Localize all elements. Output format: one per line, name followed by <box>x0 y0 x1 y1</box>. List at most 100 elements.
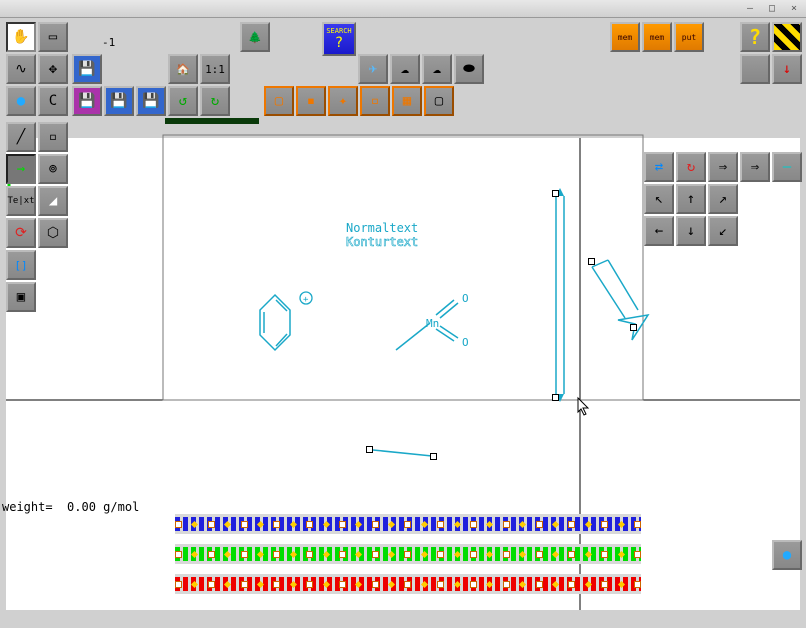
disk-open-icon[interactable]: 💾 <box>72 54 102 84</box>
sphere-preview-icon[interactable]: ● <box>772 540 802 570</box>
slider-handle[interactable] <box>273 581 280 588</box>
fill1-icon[interactable]: ▢ <box>264 86 294 116</box>
rotate3d-tool-icon[interactable]: ⟳ <box>6 218 36 248</box>
mem2-button[interactable]: mem <box>642 22 672 52</box>
slider-handle[interactable] <box>601 581 608 588</box>
mem1-button[interactable]: mem <box>610 22 640 52</box>
slider-handle[interactable] <box>372 581 379 588</box>
slider-handle[interactable] <box>437 551 444 558</box>
slider-handle[interactable] <box>437 581 444 588</box>
move-tool-icon[interactable]: ✥ <box>38 54 68 84</box>
slider-handle[interactable] <box>208 521 215 528</box>
ratio-icon[interactable]: 1:1 <box>200 54 230 84</box>
slider-handle[interactable] <box>536 581 543 588</box>
slider-handle[interactable] <box>273 551 280 558</box>
arrow-ul-icon[interactable]: ↖ <box>644 184 674 214</box>
home-icon[interactable]: 🏠 <box>168 54 198 84</box>
arrow-r2-icon[interactable]: ⇒ <box>740 152 770 182</box>
arrow-d-icon[interactable]: ↓ <box>676 216 706 246</box>
arrow-ur-icon[interactable]: ↗ <box>708 184 738 214</box>
slider-handle[interactable] <box>601 521 608 528</box>
slider-handle[interactable] <box>470 521 477 528</box>
red-handle-row[interactable] <box>175 581 641 589</box>
slider-handle[interactable] <box>601 551 608 558</box>
pill-icon[interactable]: ⬬ <box>454 54 484 84</box>
cloud1-icon[interactable]: ☁ <box>390 54 420 84</box>
rotate-ccw-icon[interactable]: ↺ <box>168 86 198 116</box>
slider-handle[interactable] <box>306 581 313 588</box>
slider-handle[interactable] <box>503 551 510 558</box>
slider-handle[interactable] <box>536 551 543 558</box>
slider-handle[interactable] <box>404 551 411 558</box>
eraser-tool-icon[interactable]: ▫ <box>38 122 68 152</box>
clear-tool-icon[interactable]: C <box>38 86 68 116</box>
disk-saveas-icon[interactable]: 💾 <box>104 86 134 116</box>
frame-tool-icon[interactable]: ▣ <box>6 282 36 312</box>
tree-icon[interactable]: 🌲 <box>240 22 270 52</box>
slider-handle[interactable] <box>339 551 346 558</box>
rot-icon[interactable]: ↻ <box>676 152 706 182</box>
fill4-icon[interactable]: ▫ <box>360 86 390 116</box>
slider-handle[interactable] <box>634 521 641 528</box>
slider-handle[interactable] <box>503 521 510 528</box>
hand-tool-icon[interactable]: ✋ <box>6 22 36 52</box>
slider-handle[interactable] <box>536 521 543 528</box>
fill6-icon[interactable]: ▢ <box>424 86 454 116</box>
slider-handle[interactable] <box>339 521 346 528</box>
slider-handle[interactable] <box>175 551 182 558</box>
maximize-button[interactable]: □ <box>764 3 780 15</box>
slider-handle[interactable] <box>241 581 248 588</box>
selection-handle[interactable] <box>630 324 637 331</box>
line-tool-icon[interactable]: ╱ <box>6 122 36 152</box>
slider-handle[interactable] <box>470 551 477 558</box>
slider-handle[interactable] <box>175 521 182 528</box>
text-tool-icon[interactable]: Te|xt <box>6 186 36 216</box>
slider-handle[interactable] <box>404 521 411 528</box>
disk-save-icon[interactable]: 💾 <box>72 86 102 116</box>
slider-handle[interactable] <box>372 521 379 528</box>
clock-tool-icon[interactable]: ⊚ <box>38 154 68 184</box>
slider-handle[interactable] <box>372 551 379 558</box>
slider-handle[interactable] <box>568 521 575 528</box>
plane-icon[interactable]: ✈ <box>358 54 388 84</box>
slider-handle[interactable] <box>175 581 182 588</box>
arrow-tool-icon[interactable]: → <box>6 154 36 184</box>
minimize-button[interactable]: — <box>742 3 758 15</box>
fill5-icon[interactable]: ▦ <box>392 86 422 116</box>
selection-handle[interactable] <box>366 446 373 453</box>
help-button[interactable]: ? <box>740 22 770 52</box>
selection-handle[interactable] <box>430 453 437 460</box>
hazard-button[interactable] <box>772 22 802 52</box>
slider-handle[interactable] <box>208 551 215 558</box>
dash-icon[interactable]: — <box>772 152 802 182</box>
arrow-l-icon[interactable]: ← <box>644 216 674 246</box>
slider-handle[interactable] <box>273 521 280 528</box>
slider-handle[interactable] <box>634 551 641 558</box>
curve-tool-icon[interactable]: ∿ <box>6 54 36 84</box>
disk-export-icon[interactable]: 💾 <box>136 86 166 116</box>
mem3-button[interactable]: put <box>674 22 704 52</box>
peak-tool-icon[interactable]: ◢ <box>38 186 68 216</box>
green-handle-row[interactable] <box>175 551 641 559</box>
slider-handle[interactable] <box>568 551 575 558</box>
flip-icon[interactable]: ⇄ <box>644 152 674 182</box>
blank1-button[interactable] <box>740 54 770 84</box>
slider-handle[interactable] <box>470 581 477 588</box>
search-button[interactable]: SEARCH ? <box>322 22 356 56</box>
down-red-icon[interactable]: ↓ <box>772 54 802 84</box>
fill3-icon[interactable]: ✦ <box>328 86 358 116</box>
slider-handle[interactable] <box>503 581 510 588</box>
arrow-r1-icon[interactable]: ⇒ <box>708 152 738 182</box>
slider-handle[interactable] <box>568 581 575 588</box>
slider-handle[interactable] <box>634 581 641 588</box>
blue-handle-row[interactable] <box>175 521 641 529</box>
arrow-u-icon[interactable]: ↑ <box>676 184 706 214</box>
slider-handle[interactable] <box>437 521 444 528</box>
slider-handle[interactable] <box>404 581 411 588</box>
fill2-icon[interactable]: ▪ <box>296 86 326 116</box>
slider-handle[interactable] <box>208 581 215 588</box>
arrow-dl-icon[interactable]: ↙ <box>708 216 738 246</box>
selection-handle[interactable] <box>552 190 559 197</box>
selection-handle[interactable] <box>552 394 559 401</box>
selection-handle[interactable] <box>588 258 595 265</box>
